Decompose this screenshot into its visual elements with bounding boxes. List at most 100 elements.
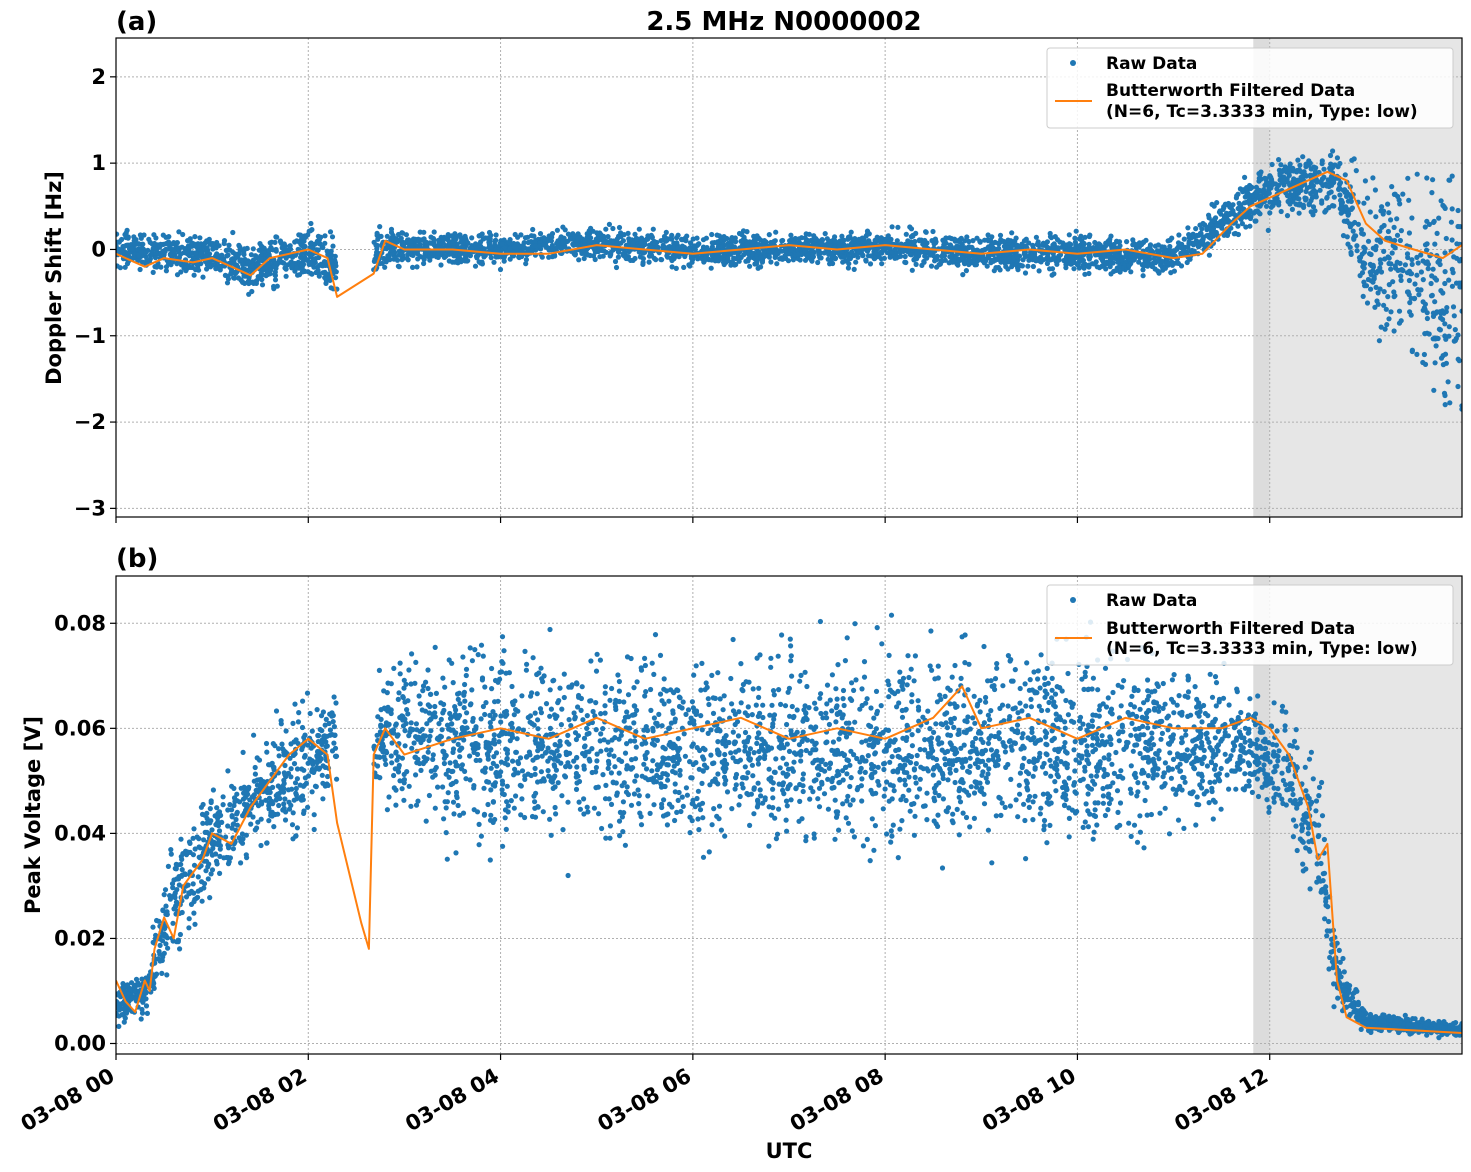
raw-point (596, 231, 602, 237)
raw-point (1370, 245, 1376, 251)
raw-point (755, 265, 761, 271)
raw-point (1337, 192, 1343, 198)
raw-point (1425, 266, 1431, 272)
raw-point (572, 251, 579, 257)
raw-point (555, 780, 561, 786)
raw-point (1440, 316, 1446, 323)
raw-point (1376, 338, 1382, 344)
raw-point (847, 255, 854, 262)
raw-point (259, 282, 266, 288)
raw-point (627, 738, 634, 744)
raw-point (1256, 187, 1262, 193)
raw-point (283, 273, 289, 279)
raw-point (1386, 316, 1392, 322)
raw-point (1189, 247, 1195, 253)
raw-point (1412, 295, 1418, 301)
raw-point (1362, 178, 1368, 184)
raw-point (1298, 169, 1304, 175)
raw-point (1424, 315, 1430, 322)
raw-point (892, 246, 898, 252)
raw-point (856, 236, 862, 242)
raw-point (1069, 259, 1075, 266)
raw-point (1310, 204, 1317, 210)
raw-point (214, 251, 220, 257)
raw-point (410, 252, 416, 258)
raw-point (1047, 230, 1053, 237)
raw-point (486, 239, 492, 245)
legend-raw-label: Raw Data (1106, 54, 1197, 74)
raw-point (536, 670, 542, 676)
raw-point (497, 266, 504, 273)
raw-point (1429, 273, 1435, 279)
raw-point (1175, 260, 1181, 266)
raw-point (913, 780, 919, 786)
raw-point (1289, 206, 1295, 212)
raw-point (1037, 811, 1043, 817)
raw-point (332, 253, 338, 259)
raw-point (1038, 259, 1044, 265)
raw-point (409, 651, 415, 657)
raw-point (273, 234, 279, 240)
raw-point (975, 258, 981, 264)
raw-point (900, 248, 906, 254)
raw-point (880, 806, 886, 812)
raw-point (445, 232, 451, 238)
raw-point (988, 242, 995, 248)
raw-point (610, 225, 616, 232)
raw-point (206, 262, 212, 268)
raw-point (506, 240, 512, 246)
raw-point (1182, 779, 1188, 785)
raw-point (427, 733, 433, 739)
raw-point (1437, 309, 1443, 315)
raw-point (773, 229, 779, 235)
raw-point (649, 768, 655, 774)
raw-point (1227, 204, 1233, 210)
raw-point (1308, 209, 1314, 215)
raw-point (116, 263, 120, 269)
raw-point (452, 259, 458, 265)
raw-point (1262, 175, 1268, 181)
raw-point (895, 224, 901, 230)
raw-point (1347, 244, 1353, 250)
raw-point (1445, 379, 1451, 385)
raw-point (267, 240, 273, 246)
raw-point (421, 260, 427, 267)
raw-point (1241, 200, 1248, 206)
raw-point (126, 250, 132, 256)
raw-point (652, 240, 658, 246)
raw-point (1197, 708, 1203, 715)
raw-point (614, 236, 621, 242)
raw-point (1014, 253, 1020, 260)
raw-point (881, 255, 888, 261)
raw-point (1391, 328, 1397, 334)
raw-point (1438, 198, 1444, 204)
raw-point (1386, 282, 1392, 288)
raw-point (597, 236, 603, 242)
raw-point (753, 702, 759, 708)
raw-point (163, 246, 169, 252)
raw-point (1025, 263, 1031, 269)
raw-point (157, 244, 163, 250)
raw-point (878, 235, 884, 241)
raw-point (1307, 886, 1313, 892)
raw-point (620, 238, 627, 244)
raw-point (153, 235, 159, 241)
raw-point (694, 235, 700, 241)
raw-point (473, 757, 479, 764)
raw-point (675, 232, 681, 238)
raw-point (1385, 201, 1391, 207)
raw-point (1040, 791, 1046, 797)
raw-point (1116, 239, 1123, 245)
raw-point (488, 244, 494, 250)
raw-point (1317, 187, 1323, 193)
raw-point (1073, 228, 1079, 234)
raw-point (861, 659, 868, 665)
raw-point (299, 262, 305, 268)
raw-point (308, 220, 314, 227)
raw-point (396, 248, 402, 254)
raw-point (457, 701, 463, 707)
raw-point (1185, 225, 1191, 231)
raw-point (553, 811, 559, 817)
raw-point (648, 232, 654, 238)
raw-point (1177, 768, 1183, 774)
